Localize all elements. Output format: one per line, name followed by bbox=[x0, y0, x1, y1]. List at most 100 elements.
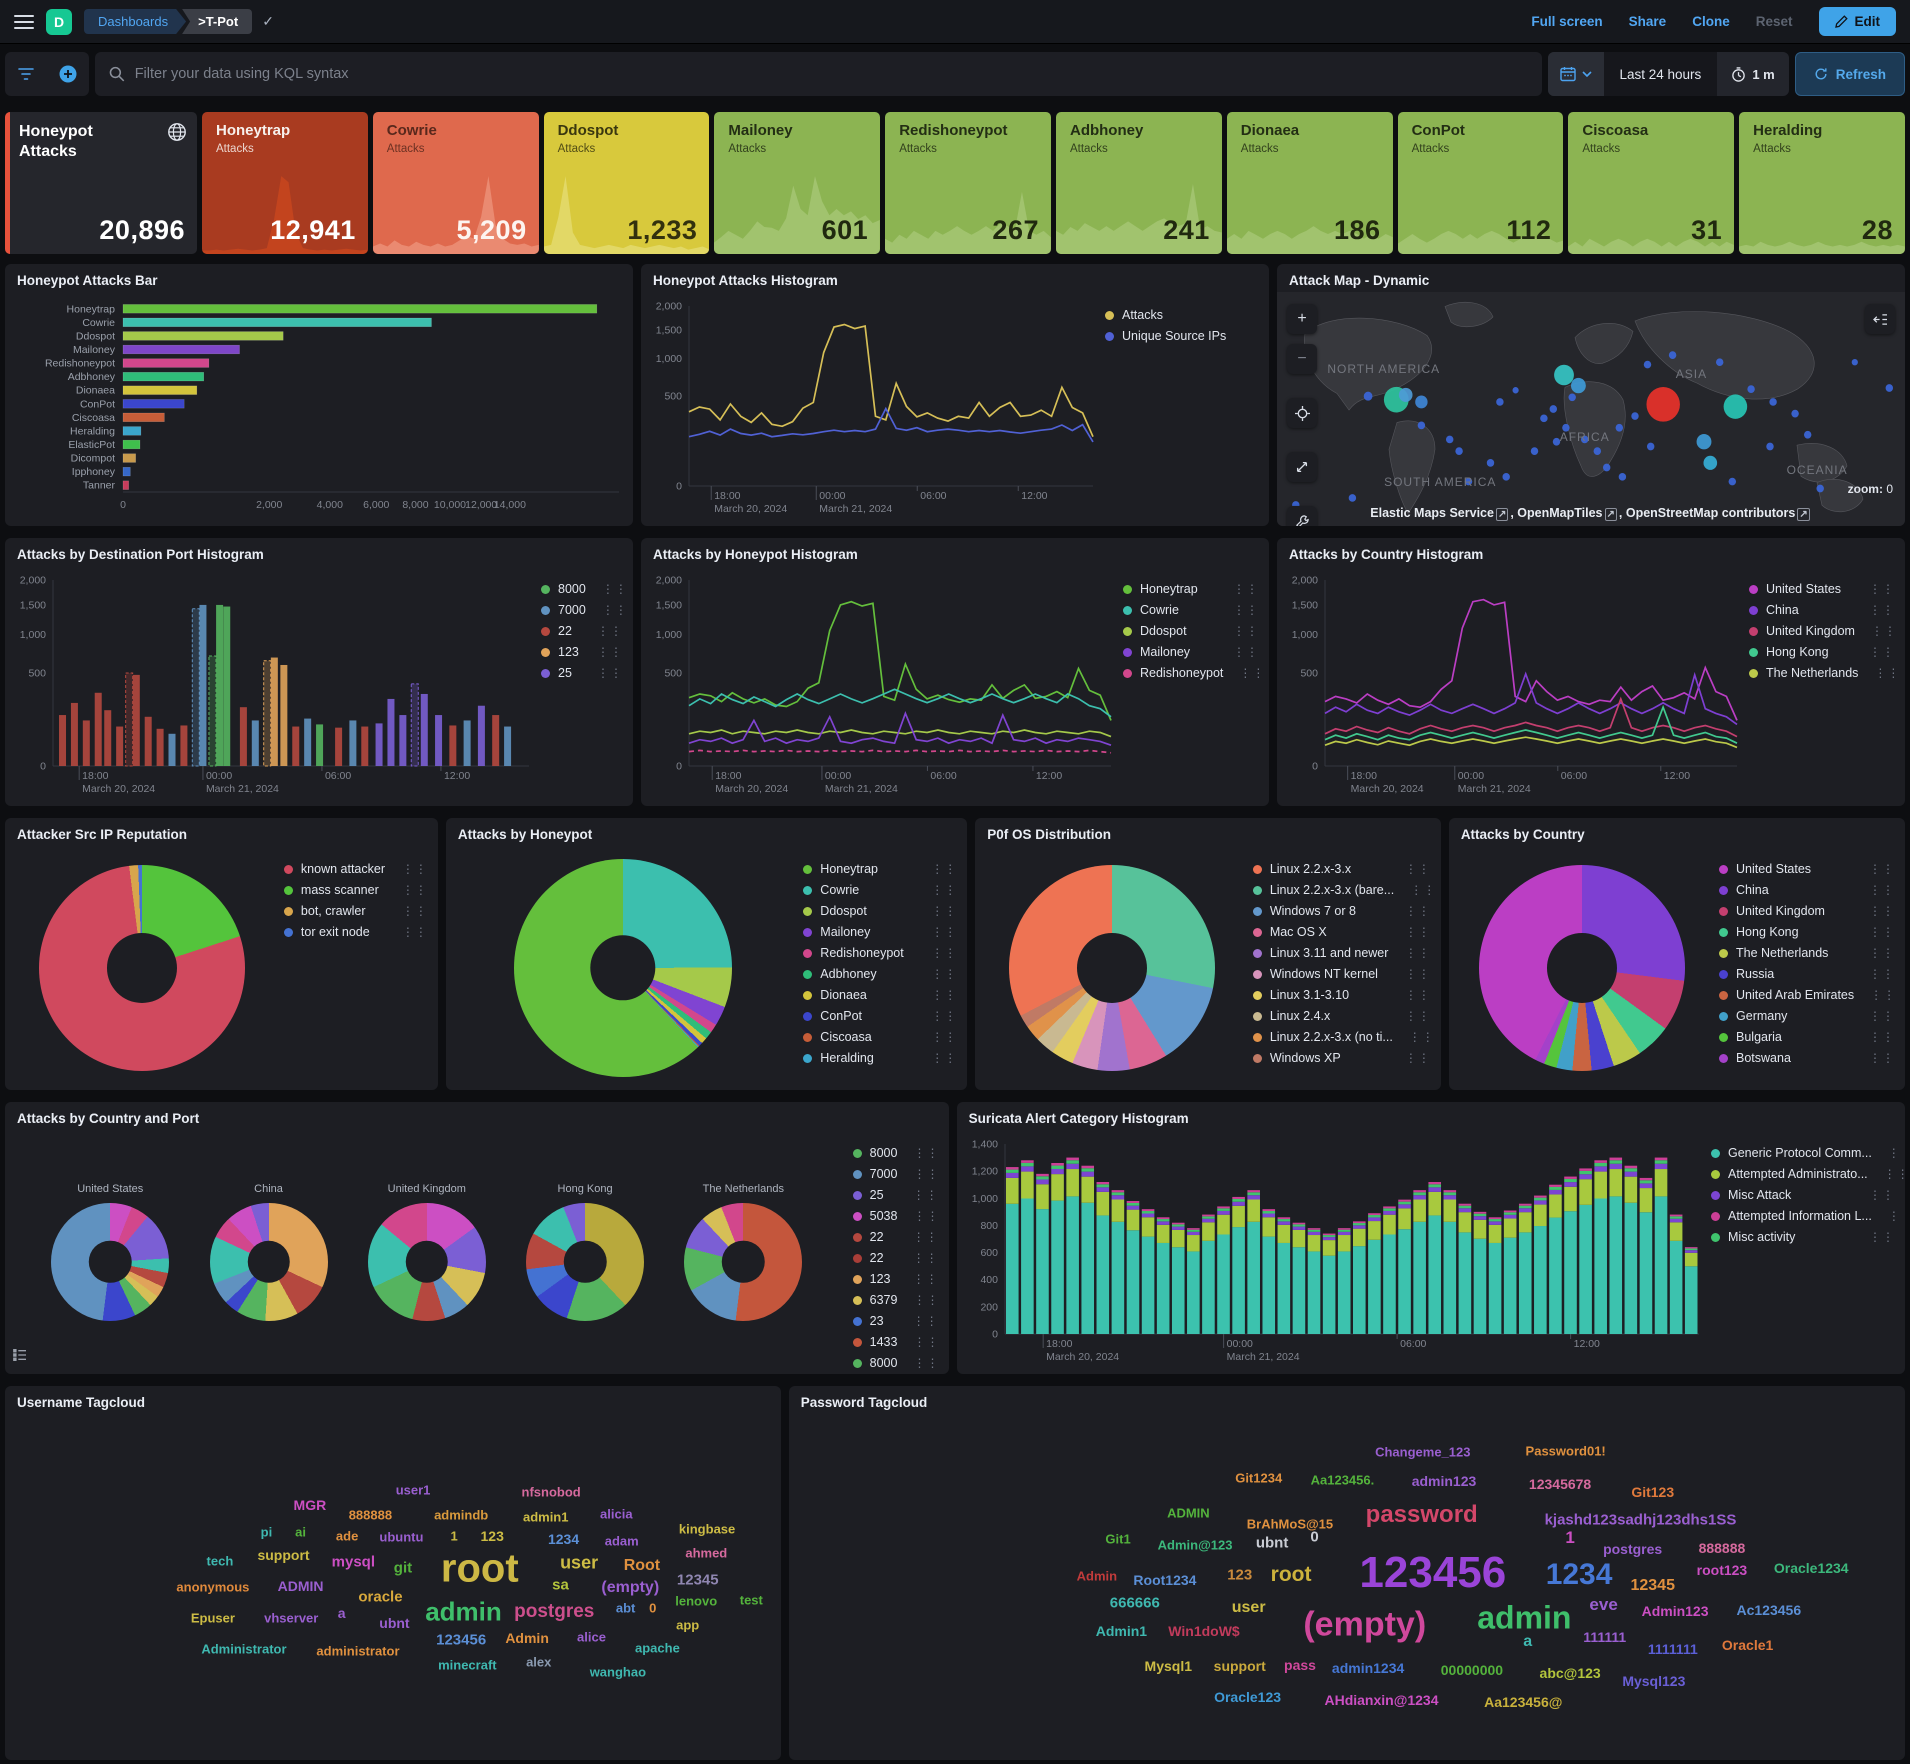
metric-tile-ciscoasa[interactable]: Ciscoasa Attacks 31 bbox=[1568, 112, 1735, 254]
tagcloud-word[interactable]: Git123 bbox=[1631, 1483, 1675, 1500]
legend-actions-icon[interactable]: ⋮⋮ bbox=[401, 925, 428, 939]
donut-chart[interactable] bbox=[367, 1203, 486, 1321]
legend-toggle-button[interactable] bbox=[13, 1348, 27, 1366]
legend-actions-icon[interactable]: ⋮⋮ bbox=[913, 1356, 940, 1370]
legend-actions-icon[interactable]: ⋮⋮ bbox=[931, 1030, 958, 1044]
legend-item-22[interactable]: 22 ⋮⋮ bbox=[541, 622, 623, 640]
legend-item-8000[interactable]: 8000 ⋮⋮ bbox=[852, 1354, 940, 1372]
legend-actions-icon[interactable]: ⋮⋮ bbox=[1869, 883, 1896, 897]
tagcloud-word[interactable]: (empty) bbox=[601, 1579, 660, 1597]
metric-tile-dionaea[interactable]: Dionaea Attacks 186 bbox=[1226, 112, 1393, 254]
legend-item-redishoneypot[interactable]: Redishoneypot ⋮⋮ bbox=[803, 944, 957, 962]
tagcloud-word[interactable]: ubuntu bbox=[379, 1529, 424, 1545]
legend-actions-icon[interactable]: ⋮⋮ bbox=[597, 666, 623, 680]
tagcloud-word[interactable]: Epuser bbox=[190, 1610, 235, 1626]
country-donut-chart[interactable] bbox=[1449, 846, 1715, 1090]
legend-actions-icon[interactable]: ⋮⋮ bbox=[1869, 946, 1896, 960]
legend-actions-icon[interactable]: ⋮⋮ bbox=[1870, 988, 1897, 1002]
honeypot-attacks-bar-chart[interactable]: 0 2,000 4,000 6,000 8,000 10,000 12,000 14,000 H… bbox=[5, 292, 633, 526]
suricata-chart[interactable]: 1,400 1,200 1,000 800 600 400 200 0 18:00 March 2… bbox=[957, 1130, 1707, 1374]
legend-actions-icon[interactable]: ⋮⋮ bbox=[1869, 925, 1896, 939]
legend-actions-icon[interactable]: ⋮⋮ bbox=[1404, 862, 1431, 876]
tagcloud-word[interactable]: nfsnobod bbox=[521, 1484, 581, 1499]
metric-tile-redishoneypot[interactable]: Redishoneypot Attacks 267 bbox=[885, 112, 1051, 254]
legend-item-hong-kong[interactable]: Hong Kong ⋮⋮ bbox=[1719, 923, 1895, 941]
legend-item-22[interactable]: 22 ⋮⋮ bbox=[852, 1249, 939, 1267]
legend-item-unique-source-ips[interactable]: Unique Source IPs bbox=[1105, 327, 1259, 345]
tagcloud-word[interactable]: postgres bbox=[1603, 1540, 1663, 1557]
tagcloud-word[interactable]: MGR bbox=[293, 1496, 327, 1513]
tagcloud-word[interactable]: 0 bbox=[1310, 1528, 1319, 1546]
legend-actions-icon[interactable]: ⋮⋮ bbox=[931, 862, 958, 876]
legend-item-22[interactable]: 22 ⋮⋮ bbox=[852, 1228, 939, 1246]
legend-actions-icon[interactable]: ⋮⋮ bbox=[1404, 1051, 1431, 1065]
tagcloud-word[interactable]: 666666 bbox=[1109, 1594, 1160, 1612]
date-picker-button[interactable] bbox=[1547, 52, 1604, 96]
tagcloud-word[interactable]: Oracle123 bbox=[1214, 1688, 1282, 1705]
legend-item-attempted-information-l-[interactable]: Attempted Information L... ⋮⋮ bbox=[1711, 1207, 1905, 1225]
legend-item-linux-2-4-x[interactable]: Linux 2.4.x ⋮⋮ bbox=[1252, 1007, 1431, 1025]
tagcloud-word[interactable]: minecraft bbox=[438, 1657, 497, 1672]
tagcloud-word[interactable]: lenovo bbox=[675, 1593, 718, 1609]
tagcloud-word[interactable]: alice bbox=[577, 1629, 606, 1645]
legend-actions-icon[interactable]: ⋮⋮ bbox=[401, 904, 428, 918]
tagcloud-word[interactable]: 0 bbox=[649, 1600, 657, 1616]
legend-item-china[interactable]: China ⋮⋮ bbox=[1719, 881, 1895, 899]
tagcloud-word[interactable]: kingbase bbox=[678, 1521, 736, 1537]
country-port-donut-united-kingdom[interactable]: United Kingdom bbox=[367, 1183, 486, 1321]
legend-item-generic-protocol-comm-[interactable]: Generic Protocol Comm... ⋮⋮ bbox=[1711, 1144, 1905, 1162]
tagcloud-word[interactable]: pass bbox=[1284, 1656, 1316, 1673]
tagcloud-word[interactable]: (empty) bbox=[1303, 1605, 1427, 1644]
legend-actions-icon[interactable]: ⋮⋮ bbox=[931, 967, 958, 981]
legend-actions-icon[interactable]: ⋮⋮ bbox=[1410, 883, 1437, 897]
honeypot-donut-chart[interactable] bbox=[446, 846, 799, 1090]
legend-item-23[interactable]: 23 ⋮⋮ bbox=[852, 1312, 939, 1330]
legend-item-united-kingdom[interactable]: United Kingdom ⋮⋮ bbox=[1749, 622, 1896, 640]
legend-actions-icon[interactable]: ⋮⋮ bbox=[913, 1293, 940, 1307]
legend-actions-icon[interactable]: ⋮⋮ bbox=[1404, 1009, 1431, 1023]
map-zoom-in-button[interactable]: + bbox=[1287, 304, 1317, 334]
time-range-value[interactable]: Last 24 hours bbox=[1603, 52, 1718, 96]
legend-item-attempted-administrato-[interactable]: Attempted Administrato... ⋮⋮ bbox=[1711, 1165, 1905, 1183]
legend-actions-icon[interactable]: ⋮⋮ bbox=[1869, 1009, 1896, 1023]
tagcloud-word[interactable]: support bbox=[1213, 1657, 1266, 1674]
legend-actions-icon[interactable]: ⋮⋮ bbox=[1869, 904, 1896, 918]
legend-item-8000[interactable]: 8000 ⋮⋮ bbox=[541, 580, 627, 598]
tagcloud-word[interactable]: ADMIN bbox=[277, 1577, 324, 1594]
refresh-interval[interactable]: 1 m bbox=[1717, 67, 1788, 82]
tagcloud-word[interactable]: ai bbox=[295, 1524, 306, 1540]
tagcloud-word[interactable]: ahmed bbox=[685, 1545, 728, 1561]
tagcloud-word[interactable]: abc@123 bbox=[1539, 1664, 1601, 1681]
tagcloud-word[interactable]: Admin bbox=[1076, 1568, 1118, 1584]
tagcloud-word[interactable]: root123 bbox=[1696, 1562, 1748, 1579]
country-histogram-chart[interactable]: 2,000 1,500 1,000 500 0 18:00 March 20, 2024 00… bbox=[1277, 566, 1745, 806]
donut-chart[interactable] bbox=[51, 1203, 170, 1321]
legend-actions-icon[interactable]: ⋮⋮ bbox=[601, 603, 628, 617]
legend-actions-icon[interactable]: ⋮⋮ bbox=[1887, 1209, 1905, 1223]
tagcloud-word[interactable]: oracle bbox=[358, 1588, 403, 1606]
legend-actions-icon[interactable]: ⋮⋮ bbox=[931, 1009, 958, 1023]
donut-chart[interactable] bbox=[1478, 865, 1685, 1071]
donut-chart[interactable] bbox=[526, 1203, 645, 1321]
tagcloud-word[interactable]: a bbox=[1523, 1633, 1533, 1650]
share-button[interactable]: Share bbox=[1628, 14, 1667, 29]
legend-item-mac-os-x[interactable]: Mac OS X ⋮⋮ bbox=[1252, 923, 1431, 941]
legend-actions-icon[interactable]: ⋮⋮ bbox=[1869, 1030, 1896, 1044]
legend-actions-icon[interactable]: ⋮⋮ bbox=[1869, 1188, 1895, 1202]
map-legend-collapse-button[interactable] bbox=[1865, 304, 1895, 334]
legend-item-honeytrap[interactable]: Honeytrap ⋮⋮ bbox=[1123, 580, 1259, 598]
map-fit-bounds-button[interactable] bbox=[1287, 452, 1317, 482]
legend-item-china[interactable]: China ⋮⋮ bbox=[1749, 601, 1895, 619]
legend-item-7000[interactable]: 7000 ⋮⋮ bbox=[852, 1165, 939, 1183]
tagcloud-word[interactable]: adam bbox=[604, 1533, 639, 1549]
legend-item-25[interactable]: 25 ⋮⋮ bbox=[541, 664, 623, 682]
tagcloud-word[interactable]: admin1234 bbox=[1331, 1659, 1405, 1676]
tagcloud-word[interactable]: password bbox=[1365, 1501, 1478, 1529]
tagcloud-word[interactable]: Admin1 bbox=[1095, 1623, 1148, 1640]
filter-button[interactable] bbox=[5, 52, 47, 96]
metric-tile-heralding[interactable]: Heralding Attacks 28 bbox=[1739, 112, 1905, 254]
legend-item-mailoney[interactable]: Mailoney ⋮⋮ bbox=[1123, 643, 1259, 661]
donut-chart[interactable] bbox=[209, 1203, 328, 1321]
map-attribution-link[interactable]: Elastic Maps Service bbox=[1370, 506, 1494, 520]
legend-actions-icon[interactable]: ⋮⋮ bbox=[1887, 1146, 1905, 1160]
